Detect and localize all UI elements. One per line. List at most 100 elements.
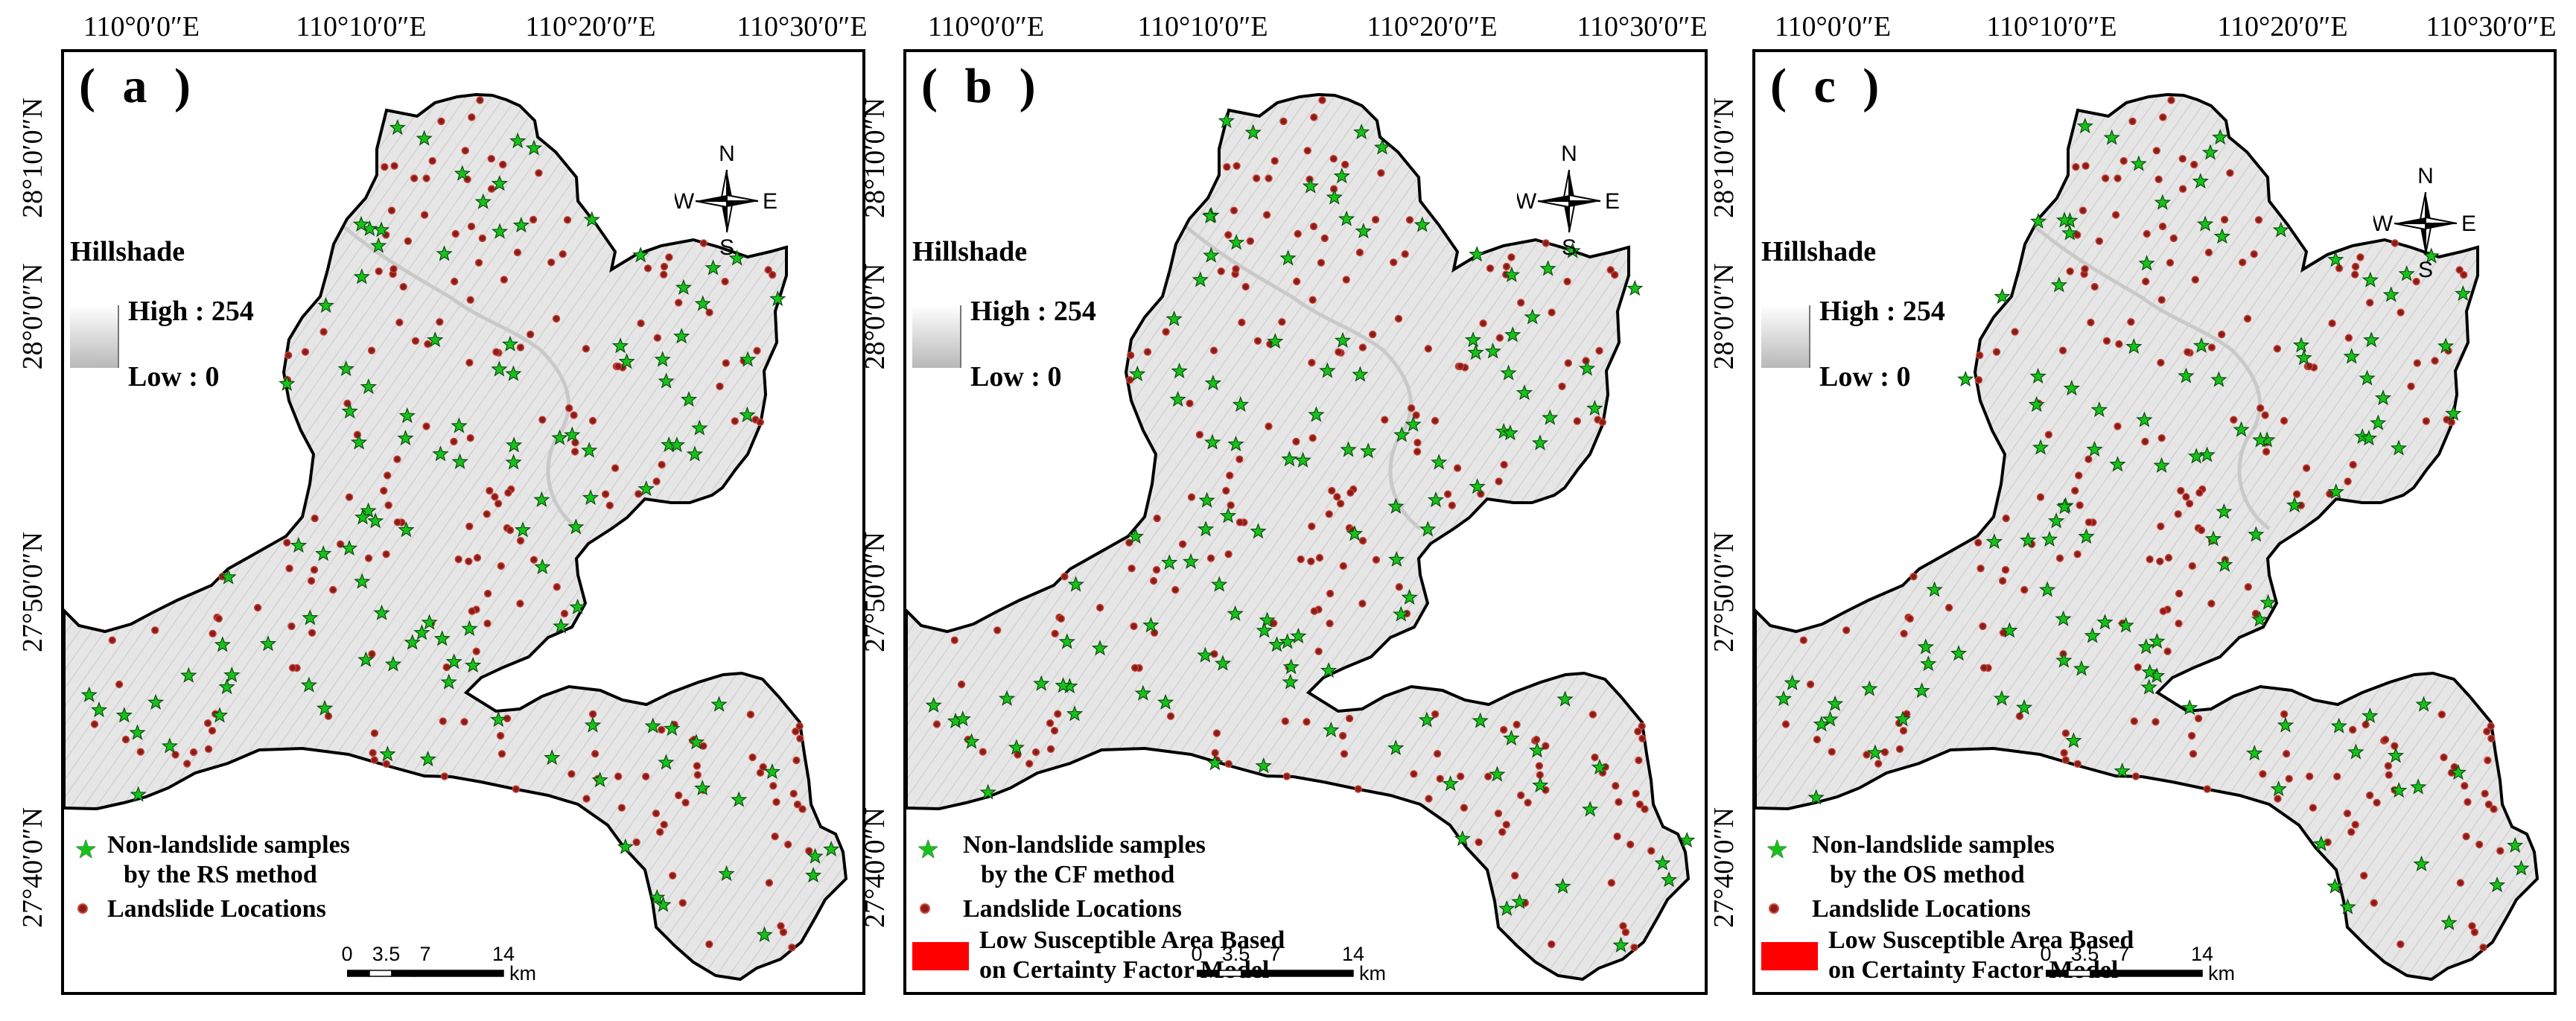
landslide-location (1588, 710, 1597, 719)
non-landslide-sample (315, 545, 332, 562)
non-landslide-sample (2343, 348, 2360, 364)
landslide-location (450, 437, 458, 446)
non-landslide-sample (505, 436, 523, 453)
non-landslide-sample (1498, 900, 1516, 916)
landslide-location (370, 756, 378, 764)
landslide-location (784, 840, 792, 849)
panel-letter: ( a ) (79, 59, 198, 113)
non-landslide-sample (2086, 441, 2103, 457)
landslide-location (2071, 486, 2079, 495)
landslide-location (2456, 879, 2465, 887)
landslide-location (2076, 501, 2084, 509)
non-landslide-sample (341, 402, 358, 419)
non-landslide-sample (2020, 532, 2037, 548)
landslide-location (442, 663, 451, 672)
landslide-location (369, 748, 377, 757)
landslide-location (582, 345, 591, 353)
landslide-location (759, 763, 767, 772)
landslide-location (1338, 731, 1347, 740)
landslide-location (1495, 334, 1504, 342)
landslide-location (454, 555, 462, 564)
non-landslide-sample (567, 518, 585, 535)
landslide-location (393, 518, 402, 527)
non-landslide-sample (419, 751, 436, 767)
non-landslide-sample (1419, 521, 1437, 537)
landslide-location (1410, 770, 1418, 778)
landslide-location (1354, 785, 1362, 793)
landslide-location (570, 411, 578, 419)
non-landslide-sample (1161, 554, 1178, 570)
non-landslide-sample (350, 433, 368, 450)
landslide-location (494, 500, 503, 508)
landslide-location (1025, 760, 1034, 768)
terrain-hillshade (1755, 95, 2537, 979)
non-landslide-sample (180, 667, 197, 683)
landslide-location (516, 599, 524, 608)
landslide-location (642, 772, 650, 780)
landslide-location (769, 782, 777, 790)
legend-red-swatch (912, 942, 969, 970)
non-landslide-sample (2327, 877, 2344, 894)
compass-w-label: W (1517, 189, 1537, 214)
landslide-location (1328, 486, 1336, 495)
landslide-location (1166, 712, 1175, 720)
landslide-location (214, 614, 223, 623)
landslide-location (1371, 215, 1380, 224)
non-landslide-sample (581, 442, 598, 458)
landslide-location (288, 664, 297, 672)
landslide-location (2397, 940, 2405, 949)
landslide-location (2344, 477, 2352, 486)
landslide-location (529, 556, 538, 564)
landslide-location (1031, 748, 1040, 757)
landslide-location (2366, 299, 2374, 307)
non-landslide-sample (1134, 684, 1152, 701)
landslide-location (504, 489, 512, 497)
landslide-location (483, 620, 492, 628)
landslide-location (2220, 215, 2229, 224)
non-landslide-sample (2028, 395, 2045, 413)
non-landslide-sample (2130, 155, 2147, 171)
landslide-location (1536, 771, 1544, 779)
legend-dot-label: Landslide Locations (1812, 895, 2031, 923)
compass-s-label: S (1562, 235, 1577, 260)
landslide-location (2250, 250, 2258, 258)
landslide-location (2335, 264, 2344, 273)
landslide-location (1944, 603, 1953, 612)
non-landslide-sample (1197, 521, 1215, 537)
landslide-location (499, 160, 507, 169)
landslide-location (2470, 928, 2479, 937)
landslide-location (1358, 599, 1367, 608)
non-landslide-sample (1387, 739, 1405, 756)
landslide-location (2119, 156, 2128, 165)
non-landslide-sample (1267, 333, 1284, 349)
longitude-label: 110°10′0″E (1137, 11, 1268, 42)
landslide-location (1270, 156, 1279, 165)
landslide-location (567, 770, 576, 778)
landslide-location (1635, 756, 1643, 765)
hillshade-title: Hillshade (1761, 236, 1877, 267)
landslide-location (1431, 416, 1440, 425)
scale-bar (1196, 968, 1376, 982)
legend-dot-icon (920, 903, 930, 914)
river (338, 222, 579, 530)
landslide-location (1638, 734, 1647, 742)
landslide-location (1224, 550, 1233, 559)
non-landslide-sample (2507, 836, 2524, 853)
legend-red-label-line1: Low Susceptible Area Based (979, 926, 1285, 954)
landslide-location (2158, 222, 2167, 231)
non-landslide-sample (1926, 581, 1943, 597)
landslide-location (1130, 622, 1138, 631)
landslide-location (2455, 266, 2464, 274)
landslide-location (1125, 538, 1133, 547)
landslide-location (588, 416, 597, 425)
non-landslide-sample (731, 791, 748, 807)
landslide-location (136, 748, 145, 756)
landslide-location (669, 871, 677, 880)
landslide-location (203, 719, 212, 728)
landslide-location (1799, 636, 1808, 644)
landslide-location (1241, 282, 1250, 291)
landslide-location (472, 647, 480, 655)
non-landslide-sample (658, 372, 675, 389)
non-landslide-sample (2041, 530, 2058, 547)
non-landslide-sample (2032, 439, 2049, 455)
